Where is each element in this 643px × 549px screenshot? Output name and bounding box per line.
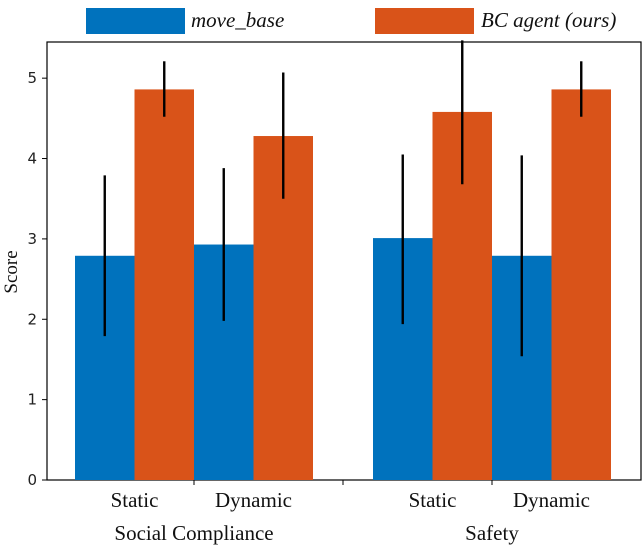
legend-swatch-move-base <box>86 8 185 34</box>
y-tick-label: 1 <box>27 391 37 409</box>
y-tick-label: 0 <box>27 471 37 489</box>
bar-bc-agent-0 <box>134 89 194 481</box>
x-tick-label: Static <box>409 488 457 512</box>
y-tick-label: 4 <box>27 150 37 168</box>
legend-swatch-bc-agent <box>375 8 474 34</box>
error-bars <box>103 40 583 357</box>
y-tick-label: 5 <box>27 69 37 87</box>
group-label: Safety <box>465 521 519 545</box>
legend: move_base BC agent (ours) <box>86 8 616 34</box>
bar-bc-agent-3 <box>551 89 611 481</box>
y-tick-label: 2 <box>27 310 37 328</box>
legend-label-bc-agent: BC agent (ours) <box>481 8 616 32</box>
group-label: Social Compliance <box>114 521 273 545</box>
y-tick-label: 3 <box>27 230 37 248</box>
legend-label-move-base: move_base <box>191 8 284 32</box>
plot-frame <box>46 41 642 481</box>
x-tick-label: Dynamic <box>215 488 292 512</box>
bars <box>75 89 611 481</box>
x-tick-label: Dynamic <box>513 488 590 512</box>
y-axis-label: Score <box>1 250 22 293</box>
x-axis: Static Dynamic Social Compliance Static Dyna… <box>111 480 590 545</box>
x-tick-label: Static <box>111 488 159 512</box>
y-axis: 0 1 2 3 4 5 <box>27 69 47 489</box>
